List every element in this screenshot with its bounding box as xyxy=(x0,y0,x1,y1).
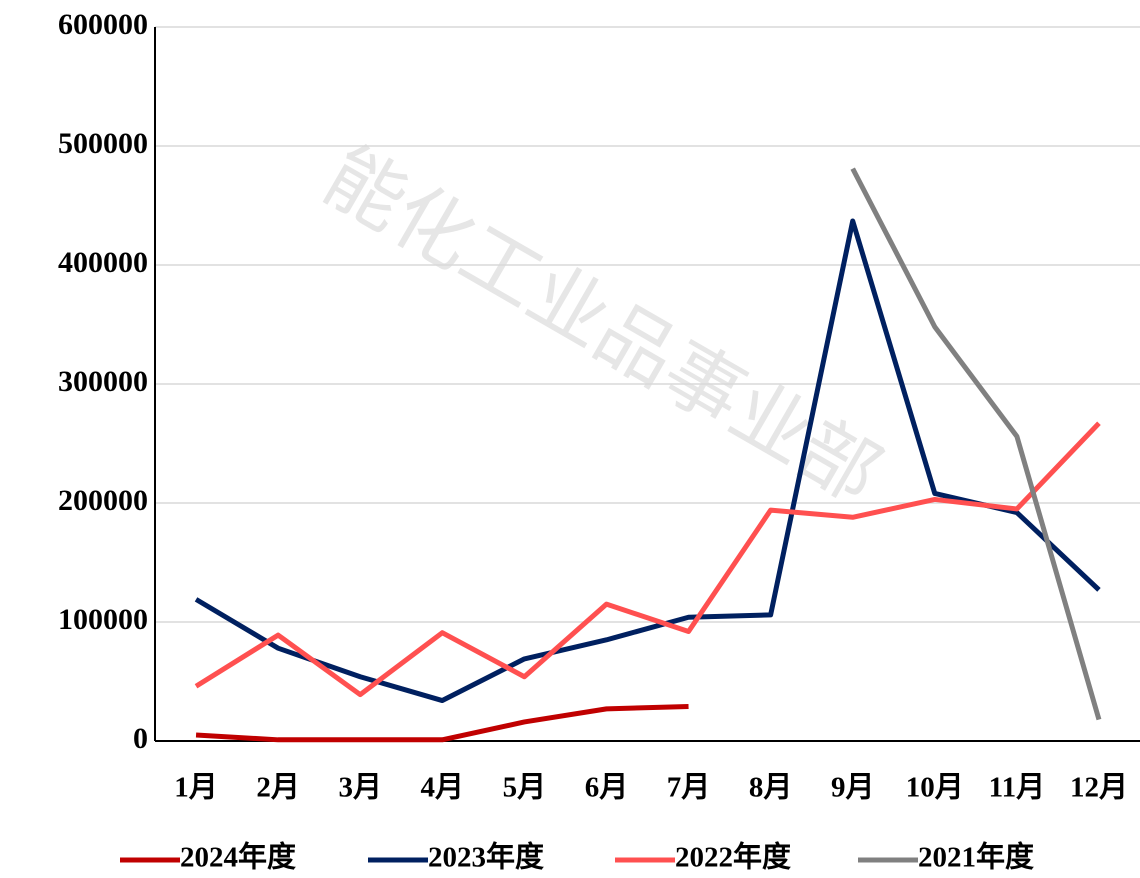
series-line xyxy=(850,167,1102,721)
y-tick-label: 400000 xyxy=(58,246,148,279)
series-line xyxy=(195,703,689,743)
x-tick-label: 12月 xyxy=(1070,772,1128,804)
legend-label: 2022年度 xyxy=(675,840,791,874)
legend-label: 2023年度 xyxy=(428,840,544,874)
series-line xyxy=(194,218,1101,704)
legend-label: 2024年度 xyxy=(180,840,296,874)
x-tick-label: 9月 xyxy=(831,772,875,804)
x-tick-label: 7月 xyxy=(667,772,711,804)
x-tick-label: 8月 xyxy=(749,772,793,804)
y-tick-label: 200000 xyxy=(58,484,148,517)
x-tick-label: 10月 xyxy=(906,772,964,804)
x-tick-label: 3月 xyxy=(338,772,382,804)
y-tick-label: 0 xyxy=(133,722,148,755)
x-tick-label: 6月 xyxy=(585,772,629,804)
series-line xyxy=(194,421,1101,698)
x-tick-label: 2月 xyxy=(256,772,300,804)
y-tick-label: 500000 xyxy=(58,127,148,160)
y-tick-label: 100000 xyxy=(58,603,148,636)
x-tick-label: 1月 xyxy=(174,772,218,804)
x-tick-label: 11月 xyxy=(989,772,1045,804)
watermark: 能化工业品事业部 xyxy=(310,131,895,521)
x-tick-label: 4月 xyxy=(421,772,465,804)
x-tick-label: 5月 xyxy=(503,772,547,804)
y-tick-label: 300000 xyxy=(58,365,148,398)
legend-label: 2021年度 xyxy=(918,840,1034,874)
y-tick-label: 600000 xyxy=(58,8,148,41)
